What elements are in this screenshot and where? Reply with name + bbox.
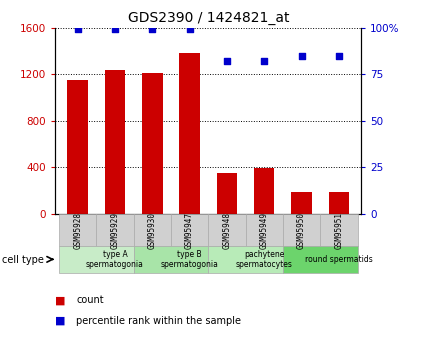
Text: type B
spermatogonia: type B spermatogonia — [161, 250, 218, 269]
Text: GSM95949: GSM95949 — [260, 211, 269, 248]
Point — [335, 53, 342, 58]
Text: ■: ■ — [55, 316, 66, 326]
Text: GSM95950: GSM95950 — [297, 211, 306, 248]
Bar — [254, 168, 275, 214]
Bar — [171, 214, 208, 246]
Bar — [291, 192, 312, 214]
Point — [74, 26, 81, 31]
Bar — [329, 192, 349, 214]
Bar — [133, 214, 171, 246]
Text: pachytene
spermatocytes: pachytene spermatocytes — [236, 250, 293, 269]
Point — [261, 58, 268, 64]
Text: ■: ■ — [55, 295, 66, 305]
Text: percentile rank within the sample: percentile rank within the sample — [76, 316, 241, 326]
Text: GSM95928: GSM95928 — [73, 211, 82, 248]
Bar — [208, 214, 246, 246]
Point — [111, 26, 118, 31]
Text: GSM95951: GSM95951 — [334, 211, 343, 248]
Text: count: count — [76, 295, 104, 305]
Text: round spermatids: round spermatids — [305, 255, 373, 264]
Bar — [142, 73, 162, 214]
Text: GSM95930: GSM95930 — [148, 211, 157, 248]
Text: GSM95948: GSM95948 — [222, 211, 231, 248]
Bar — [217, 173, 237, 214]
Point — [298, 53, 305, 58]
Point — [186, 26, 193, 31]
Bar — [96, 214, 133, 246]
Bar — [68, 80, 88, 214]
Bar — [179, 53, 200, 214]
Text: type A
spermatogonia: type A spermatogonia — [86, 250, 144, 269]
Text: GSM95947: GSM95947 — [185, 211, 194, 248]
Bar — [59, 214, 96, 246]
Point — [224, 58, 230, 64]
Bar — [246, 214, 283, 246]
Bar — [320, 214, 357, 246]
Text: cell type: cell type — [2, 256, 44, 265]
Bar — [283, 246, 357, 273]
Bar — [283, 214, 320, 246]
Title: GDS2390 / 1424821_at: GDS2390 / 1424821_at — [128, 11, 289, 25]
Bar — [208, 246, 283, 273]
Bar — [133, 246, 208, 273]
Bar — [59, 246, 133, 273]
Bar — [105, 70, 125, 214]
Text: GSM95929: GSM95929 — [110, 211, 119, 248]
Point — [149, 26, 156, 31]
